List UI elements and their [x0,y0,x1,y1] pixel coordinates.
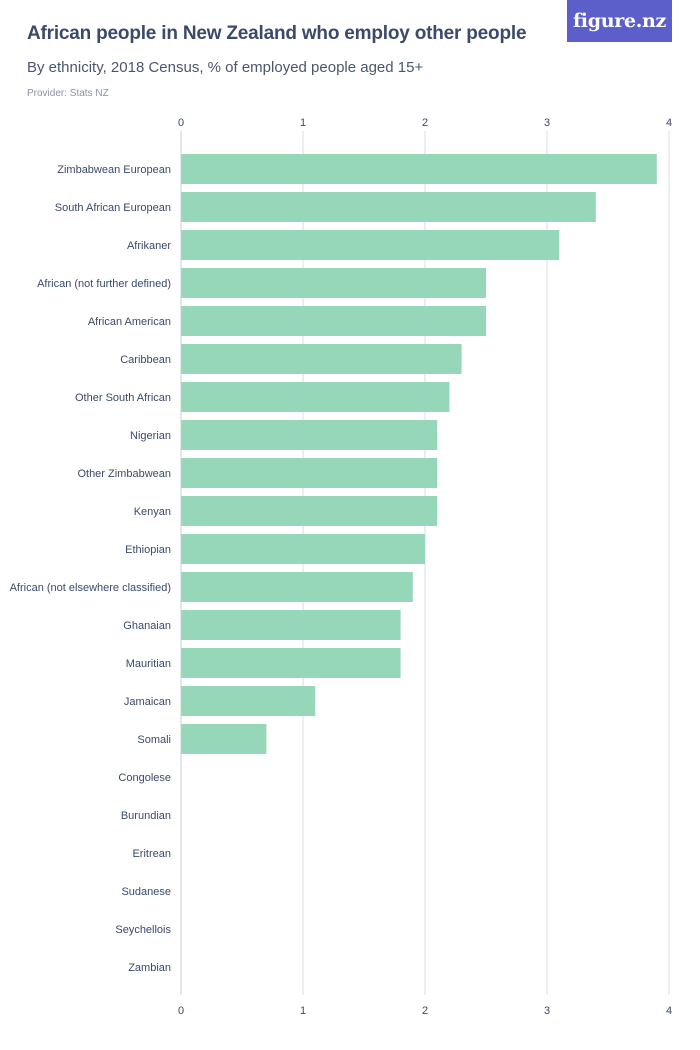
chart-subtitle: By ethnicity, 2018 Census, % of employed… [27,59,424,76]
bar [181,648,401,678]
x-tick-label-top: 2 [422,117,428,129]
category-label: Zambian [128,962,171,974]
category-label: African (not elsewhere classified) [10,582,171,594]
figure-nz-logo[interactable]: figure.nz [567,0,672,42]
bar [181,382,450,412]
x-tick-label-top: 0 [178,117,184,129]
x-tick-label-bottom: 2 [422,1005,428,1017]
bar [181,306,486,336]
category-label: Caribbean [120,354,171,366]
category-label: Eritrean [132,848,171,860]
bar [181,230,560,260]
category-label: African American [88,316,171,328]
category-label: Congolese [118,772,171,784]
chart-title: African people in New Zealand who employ… [27,23,527,44]
category-label: Seychellois [115,924,171,936]
category-label: Other Zimbabwean [77,468,171,480]
bar [181,610,401,640]
category-label: Nigerian [130,430,171,442]
bar [181,458,438,488]
bar [181,496,438,526]
bar [181,154,657,184]
x-tick-label-top: 1 [300,117,306,129]
bar [181,192,596,222]
x-tick-label-bottom: 0 [178,1005,184,1017]
x-tick-label-top: 3 [544,117,550,129]
data-provider: Provider: Stats NZ [27,88,109,99]
bar [181,724,267,754]
category-label: Other South African [75,392,171,404]
category-label: African (not further defined) [37,278,171,290]
category-label: Jamaican [124,696,171,708]
category-label: Ghanaian [123,620,171,632]
x-tick-label-bottom: 1 [300,1005,306,1017]
category-label: Mauritian [126,658,171,670]
category-label: Sudanese [121,886,171,898]
category-label: Burundian [121,810,171,822]
category-label: Afrikaner [127,240,171,252]
category-label: Zimbabwean European [57,164,171,176]
x-tick-label-bottom: 3 [544,1005,550,1017]
category-label: Ethiopian [125,544,171,556]
x-tick-label-bottom: 4 [666,1005,672,1017]
category-label: Somali [137,734,171,746]
bar [181,572,413,602]
bar [181,268,486,298]
x-tick-label-top: 4 [666,117,672,129]
bar [181,534,425,564]
bar [181,344,462,374]
category-label: South African European [55,202,171,214]
bar [181,686,316,716]
bar [181,420,438,450]
category-label: Kenyan [134,506,171,518]
